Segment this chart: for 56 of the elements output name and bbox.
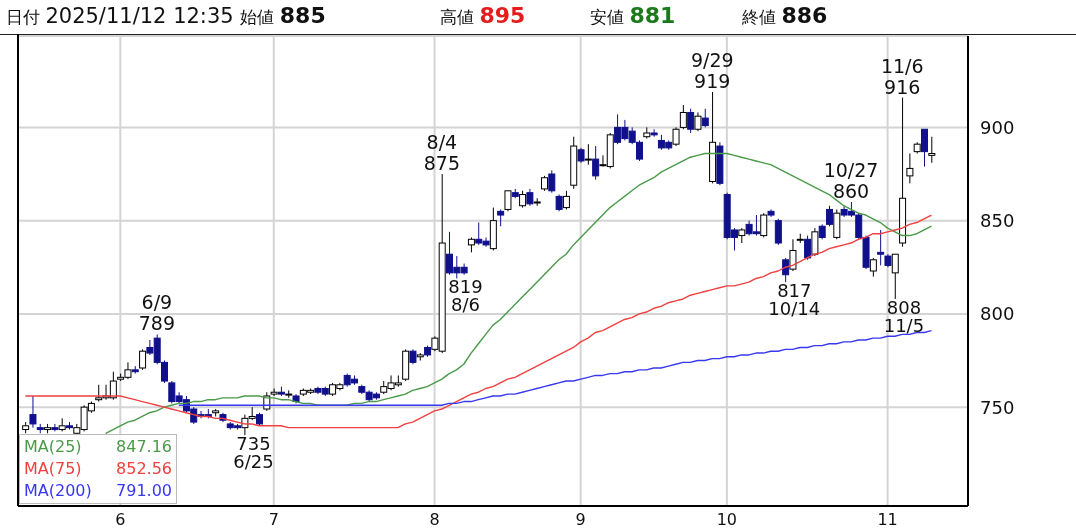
annotation: 8/4 875 [423, 131, 460, 175]
annotation: 10/27 860 [823, 158, 879, 202]
x-tick-label: 11 [877, 510, 898, 530]
candlestick [782, 257, 790, 283]
candlestick [270, 388, 278, 397]
annotation: 808 11/5 [883, 296, 925, 336]
line-series [104, 152, 933, 434]
candlestick [921, 128, 928, 168]
candlestick [592, 145, 600, 181]
annotation: 817 10/14 [768, 280, 821, 320]
line-series [24, 214, 933, 429]
x-tick-label: 9 [575, 510, 586, 530]
candlestick [584, 143, 592, 166]
y-tick-label: 800 [980, 303, 1015, 325]
text: MA(75) [24, 458, 82, 480]
candlestick [548, 169, 556, 194]
x-tick-label: 10 [716, 510, 738, 530]
candlestick [811, 227, 819, 257]
x-tick-label: 7 [268, 510, 279, 530]
candlestick [891, 253, 899, 300]
candlestick [869, 257, 877, 278]
x-tick-label: 8 [429, 510, 440, 530]
candlestick [789, 238, 797, 272]
candlestick [679, 104, 687, 130]
candlestick [928, 136, 936, 164]
annotation: 6/9 789 [138, 291, 175, 335]
annotation: 791.00 [116, 480, 172, 502]
candlestick [687, 108, 695, 134]
candlestick [504, 190, 512, 212]
candlestick [562, 190, 570, 210]
candlestick [826, 205, 833, 227]
candlestick [774, 218, 782, 246]
chart-title: 日付 2025/11/12 12:35 始値 885 高値 895 安値 881 終値 886 [6, 3, 828, 28]
candlestick [139, 348, 147, 371]
candlestick [760, 212, 768, 238]
annotation: 819 8/6 [448, 276, 483, 316]
candlestick [804, 235, 812, 261]
annotation: 852.56 [116, 458, 172, 480]
x-tick-label: 6 [115, 510, 126, 530]
annotation: 9/29 919 [690, 48, 734, 92]
y-tick-label: 900 [980, 116, 1015, 138]
text: MA(200) [24, 480, 92, 502]
candlestick [701, 108, 709, 128]
candlestick [51, 423, 59, 432]
y-tick-label: 750 [980, 396, 1015, 418]
annotation: 735 6/25 [233, 433, 274, 473]
annotation: 11/6 916 [880, 54, 924, 98]
candlestick [694, 111, 702, 132]
candlestick [650, 128, 658, 138]
series-label: MA(25) [24, 436, 82, 458]
candlestick [29, 395, 37, 429]
candlestick [672, 126, 680, 147]
candlestick [906, 153, 914, 184]
y-tick-label: 850 [980, 210, 1015, 232]
candlestick [877, 229, 885, 266]
annotation: 847.16 [116, 436, 172, 458]
